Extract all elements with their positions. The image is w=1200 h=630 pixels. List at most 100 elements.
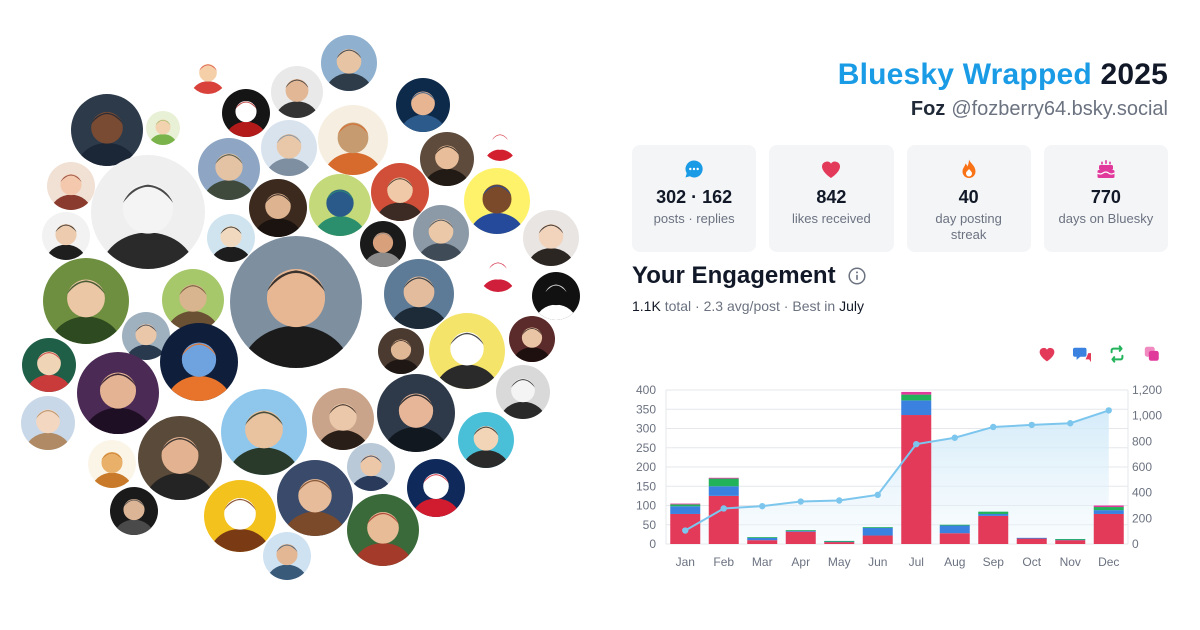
cumulative-point (797, 498, 804, 505)
stat-label: likes received (791, 211, 871, 226)
avatar (198, 138, 260, 200)
y-tick-label: 50 (643, 518, 657, 532)
avatar (478, 252, 518, 292)
y-tick-label: 250 (636, 441, 656, 455)
avatar (271, 66, 323, 118)
bar-segment-reposts (1055, 538, 1086, 540)
x-tick-label: Sep (983, 555, 1005, 569)
stat-card-streak: 40 day posting streak (906, 145, 1031, 252)
y-tick-label: 300 (636, 422, 656, 436)
y2-tick-label: 400 (1132, 486, 1152, 500)
bar-segment-replies (747, 537, 778, 541)
bar-segment-quotes (901, 391, 932, 395)
avatar (360, 221, 406, 267)
avatar (222, 89, 270, 137)
stat-card-days: 770 days on Bluesky (1043, 145, 1168, 252)
flame-icon (907, 159, 1031, 179)
avatar (523, 210, 579, 266)
avatar (321, 35, 377, 91)
quote-icon[interactable] (1143, 345, 1161, 363)
engagement-chart: 0 50 100 150 200 250 300 350 400 0 200 400 600 800 1,0… (636, 383, 1162, 569)
y-tick-label: 350 (636, 402, 656, 416)
bar-segment-reposts (747, 537, 778, 538)
avatar (482, 125, 518, 161)
bar-segment-reposts (978, 511, 1009, 514)
bar-segment-likes (978, 515, 1009, 544)
bar-segment-replies (1093, 510, 1124, 514)
heart-icon (769, 159, 893, 179)
x-tick-label: Jan (676, 555, 695, 569)
y-tick-label: 400 (636, 383, 656, 397)
bar-segment-likes (901, 415, 932, 544)
bar-segment-quotes (670, 503, 701, 505)
stat-value: 770 (1090, 187, 1121, 207)
avatar (146, 111, 180, 145)
user-identity: Foz @fozberry64.bsky.social (838, 96, 1168, 122)
avatar (309, 174, 371, 236)
avatar (162, 269, 224, 331)
bar-segment-replies (939, 525, 970, 534)
bar-segment-likes (939, 533, 970, 544)
avatar (261, 120, 317, 176)
bar-segment-likes (1093, 513, 1124, 544)
y-tick-label: 0 (649, 537, 656, 551)
avatar (277, 460, 353, 536)
heart-icon[interactable] (1038, 345, 1056, 363)
cumulative-area (685, 410, 1109, 544)
engagement-total-word: total (664, 298, 692, 314)
x-tick-label: Aug (944, 555, 965, 569)
info-icon[interactable] (848, 267, 866, 285)
avatar (230, 236, 362, 368)
bar-segment-replies (901, 400, 932, 416)
y2-tick-label: 1,200 (1132, 383, 1162, 397)
stat-card-likes: 842 likes received (769, 145, 894, 252)
engagement-best-month: July (839, 298, 864, 314)
avatar (21, 396, 75, 450)
avatar (509, 316, 555, 362)
engagement-summary: 1.1K total · 2.3 avg/post · Best in July (632, 298, 864, 314)
avatar (429, 313, 505, 389)
stat-value: 842 (816, 187, 847, 207)
avatar (110, 487, 158, 535)
avatar (347, 494, 419, 566)
avatar (532, 272, 580, 320)
stat-label: day posting streak (935, 211, 1002, 242)
y2-tick-label: 200 (1132, 511, 1152, 525)
bar-segment-reposts (708, 478, 739, 487)
repost-icon[interactable] (1108, 345, 1126, 363)
stat-label: posts · replies (653, 211, 735, 226)
y-tick-label: 150 (636, 479, 656, 493)
avatar-bubble-cloud (21, 35, 580, 580)
y2-tick-label: 600 (1132, 460, 1152, 474)
avatar (188, 54, 228, 94)
cake-icon (1044, 159, 1168, 179)
avatar (464, 168, 530, 234)
bar-segment-likes (785, 531, 816, 544)
speech-bubble-icon (632, 159, 756, 179)
bar-segment-reposts (939, 524, 970, 526)
avatar (378, 328, 424, 374)
avatar (347, 443, 395, 491)
cumulative-point (720, 505, 727, 512)
cumulative-point (990, 423, 997, 431)
y-tick-label: 200 (636, 460, 656, 474)
bar-segment-replies (1016, 537, 1047, 539)
avatar (249, 179, 307, 237)
reply-icon[interactable] (1073, 345, 1091, 363)
chart-legend (1038, 345, 1161, 363)
engagement-best-prefix: Best in (792, 298, 836, 314)
cumulative-point (1067, 420, 1074, 427)
avatar (138, 416, 222, 500)
avatar (377, 374, 455, 452)
engagement-heading: Your Engagement (632, 262, 866, 290)
bar-segment-likes (1055, 540, 1086, 544)
stats-row: 302 · 162 posts · replies 842 likes rece… (632, 145, 1168, 252)
avatar (396, 78, 450, 132)
avatar (22, 338, 76, 392)
stat-label: days on Bluesky (1058, 211, 1154, 226)
bar-segment-quotes (1093, 505, 1124, 508)
avatar (312, 388, 374, 450)
cumulative-point (759, 502, 766, 510)
cumulative-point (682, 527, 689, 534)
x-tick-label: Jul (909, 555, 924, 569)
